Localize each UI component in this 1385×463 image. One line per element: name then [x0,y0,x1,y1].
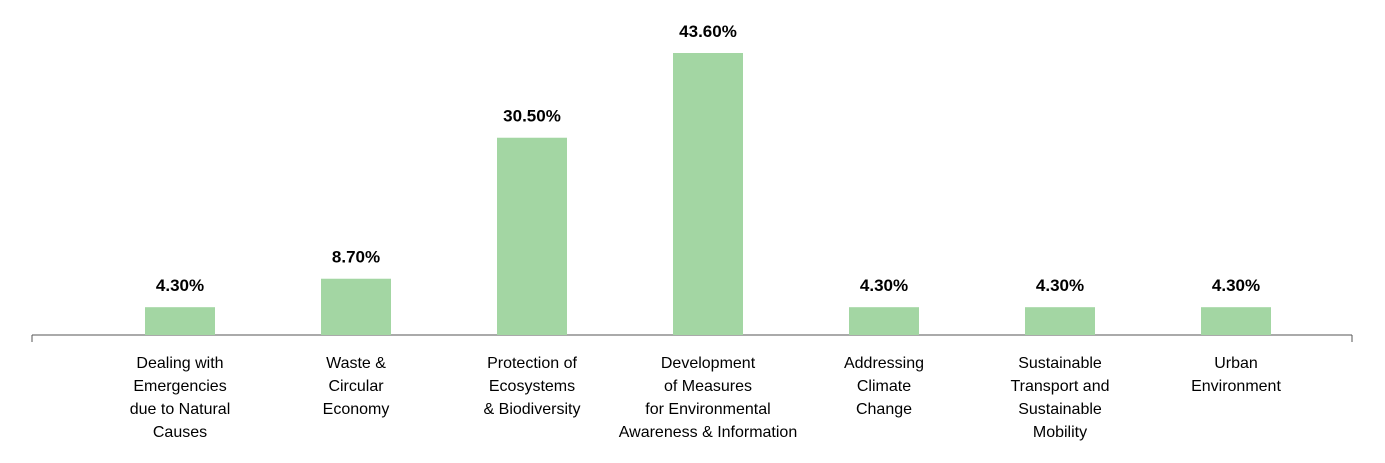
x-tick-label: Addressing Climate Change [844,355,924,418]
x-tick-label-line: Addressing [844,355,924,372]
x-tick-label-line: Circular [328,378,384,395]
x-tick-label-line: Awareness & Information [619,424,797,441]
x-tick-label: Development of Measures for Environmental A… [619,355,797,441]
x-tick-label-line: Emergencies [133,378,226,395]
x-tick-label-line: due to Natural [130,401,231,418]
x-tick-label-line: Waste & [326,355,386,372]
x-tick-label: Dealing with Emergencies due to Natural Cau… [130,355,231,441]
x-tick-label-line: Transport and [1010,378,1109,395]
value-label: 30.50% [503,107,561,126]
x-tick-label-line: Ecosystems [489,378,575,395]
x-tick-label-line: for Environmental [645,401,770,418]
x-tick-label: Urban Environment [1191,355,1281,395]
x-tick-label-line: & Biodiversity [484,401,581,418]
value-label: 4.30% [860,276,908,295]
bar [849,307,919,335]
x-tick-label-line: Mobility [1033,424,1087,441]
x-tick-label-line: Sustainable [1018,355,1102,372]
value-label: 43.60% [679,22,737,41]
x-tick-label-line: Climate [857,378,911,395]
x-tick-label-line: Economy [323,401,390,418]
bar [145,307,215,335]
value-label: 8.70% [332,248,380,267]
bar [321,278,391,335]
x-tick-label-line: Change [856,401,912,418]
x-tick-label-line: Environment [1191,378,1281,395]
x-tick-label: Waste & Circular Economy [323,355,390,418]
x-tick-label-line: Urban [1214,355,1258,372]
x-tick-label-line: of Measures [664,378,752,395]
x-tick-label-line: Sustainable [1018,401,1102,418]
value-label: 4.30% [156,276,204,295]
x-tick-label-line: Development [661,355,756,372]
value-label: 4.30% [1212,276,1260,295]
bar [673,53,743,335]
x-tick-label-line: Causes [153,424,207,441]
bar [1201,307,1271,335]
x-tick-label-line: Protection of [487,355,577,372]
x-tick-label: Sustainable Transport and Sustainable Mobil… [1010,355,1109,441]
bar [497,137,567,335]
value-label: 4.30% [1036,276,1084,295]
bar [1025,307,1095,335]
x-tick-label: Protection of Ecosystems & Biodiversity [484,355,581,418]
x-tick-label-line: Dealing with [136,355,223,372]
